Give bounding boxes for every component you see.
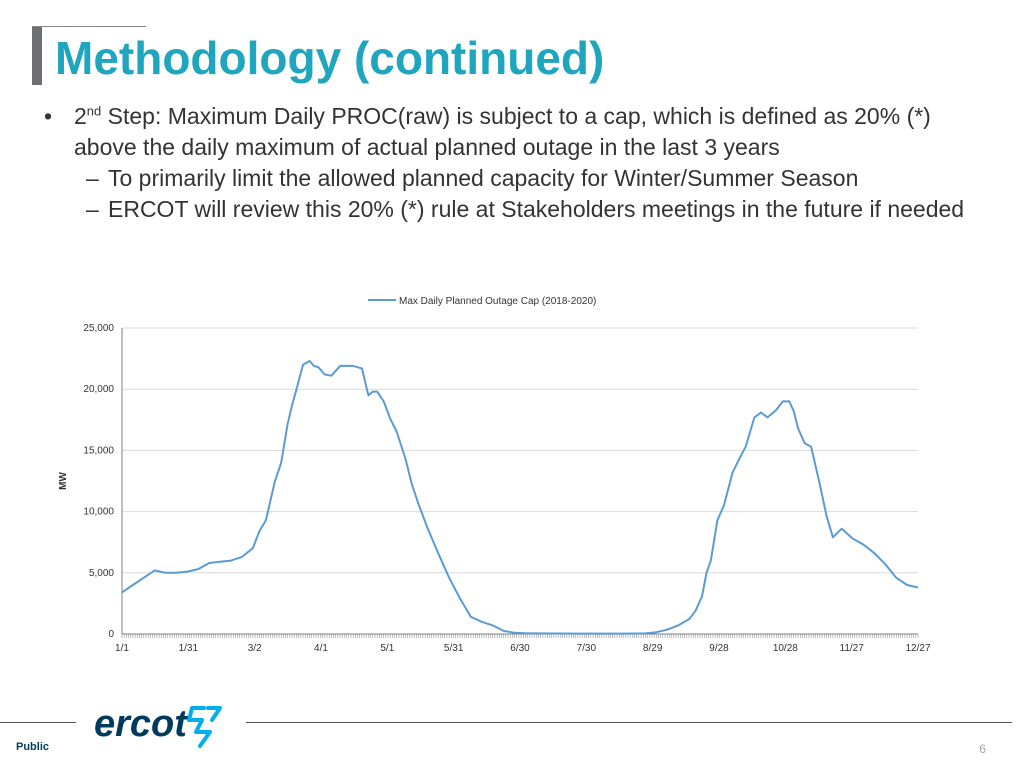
x-tick-label: 1/1 bbox=[115, 643, 129, 654]
bullet-item: • 2nd Step: Maximum Daily PROC(raw) is su… bbox=[38, 101, 998, 163]
x-tick-label: 3/2 bbox=[248, 643, 262, 654]
title-rule bbox=[32, 26, 146, 27]
slide-title: Methodology (continued) bbox=[55, 32, 605, 84]
x-tick-label: 1/31 bbox=[179, 643, 199, 654]
x-tick-label: 5/31 bbox=[444, 643, 464, 654]
x-tick-label: 12/27 bbox=[905, 643, 930, 654]
bullet-dot-icon: • bbox=[44, 103, 53, 129]
bullet-prefix: 2 bbox=[74, 103, 87, 129]
sub-bullet-item: – To primarily limit the allowed planned … bbox=[38, 163, 998, 194]
footer-rule bbox=[0, 722, 76, 723]
footer-rule bbox=[246, 722, 1012, 723]
y-tick-label: 25,000 bbox=[83, 323, 114, 334]
x-tick-label: 4/1 bbox=[314, 643, 328, 654]
x-tick-label: 10/28 bbox=[773, 643, 798, 654]
sub-bullet-text: To primarily limit the allowed planned c… bbox=[108, 165, 859, 191]
dash-icon: – bbox=[86, 165, 99, 191]
x-tick-label: 5/1 bbox=[380, 643, 394, 654]
series-line bbox=[121, 360, 919, 635]
x-tick-label: 7/30 bbox=[577, 643, 597, 654]
sub-bullet-item: – ERCOT will review this 20% (*) rule at … bbox=[38, 194, 998, 225]
y-tick-label: 0 bbox=[108, 629, 114, 640]
title-accent-bar bbox=[32, 27, 42, 85]
lightning-bolt-icon bbox=[187, 706, 222, 748]
y-tick-label: 20,000 bbox=[83, 384, 114, 395]
y-tick-label: 15,000 bbox=[83, 445, 114, 456]
y-tick-label: 5,000 bbox=[89, 568, 114, 579]
legend-label: Max Daily Planned Outage Cap (2018-2020) bbox=[399, 296, 596, 307]
ercot-logo: ercot bbox=[94, 703, 222, 748]
ercot-logo-text: ercot bbox=[94, 703, 188, 745]
dash-icon: – bbox=[86, 196, 99, 222]
outage-cap-chart: 0 5,000 10,000 15,000 20,000 25,000 1/1 1/31 3/2… bbox=[58, 296, 931, 654]
x-tick-label: 6/30 bbox=[510, 643, 530, 654]
classification-label: Public bbox=[16, 741, 50, 753]
x-axis-ticks bbox=[121, 634, 919, 638]
y-axis-label: MW bbox=[58, 472, 69, 490]
x-tick-label: 11/27 bbox=[840, 643, 865, 654]
sub-bullet-text: ERCOT will review this 20% (*) rule at S… bbox=[108, 196, 965, 222]
page-number: 6 bbox=[979, 742, 986, 756]
x-tick-label: 9/28 bbox=[709, 643, 729, 654]
bullet-superscript: nd bbox=[86, 103, 102, 119]
bullet-list: • 2nd Step: Maximum Daily PROC(raw) is su… bbox=[38, 101, 998, 225]
x-tick-label: 8/29 bbox=[643, 643, 663, 654]
bullet-text: Step: Maximum Daily PROC(raw) is subject… bbox=[74, 103, 931, 160]
y-tick-label: 10,000 bbox=[83, 507, 114, 518]
